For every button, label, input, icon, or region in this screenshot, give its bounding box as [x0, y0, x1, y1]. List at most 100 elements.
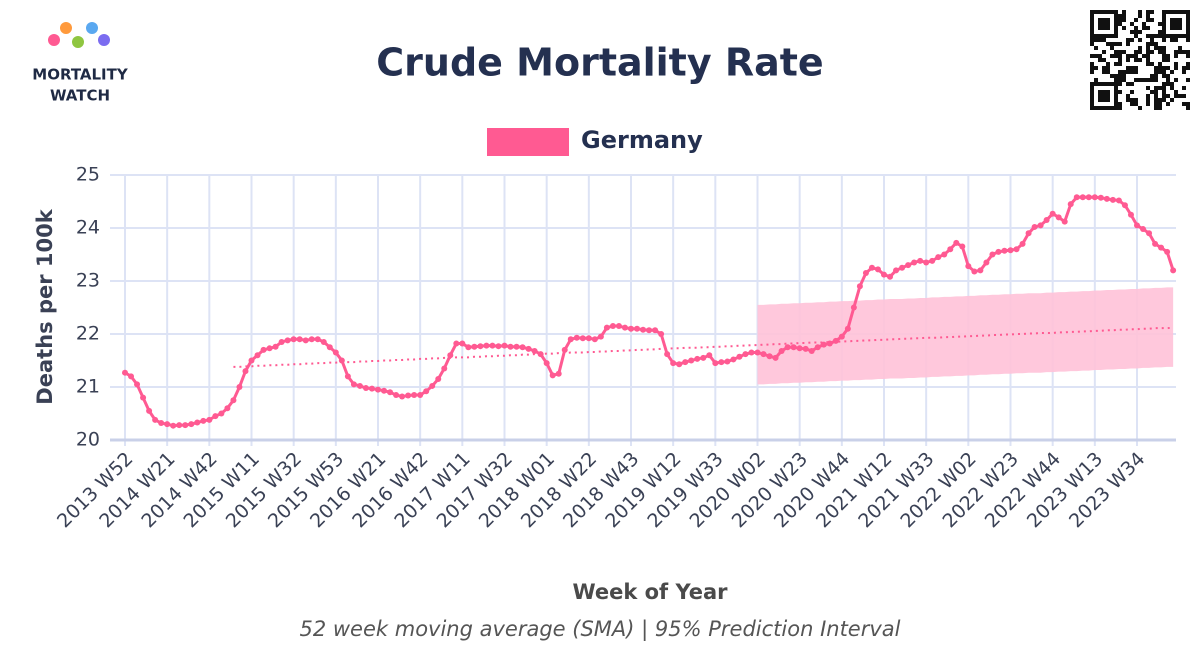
data-point [531, 347, 538, 354]
data-point [784, 344, 791, 351]
qr-module [1146, 34, 1150, 38]
qr-module [1090, 86, 1094, 90]
qr-module [1170, 38, 1174, 42]
qr-module [1186, 54, 1190, 58]
qr-module [1102, 22, 1106, 26]
qr-module [1134, 98, 1138, 102]
qr-module [1106, 70, 1110, 74]
qr-module [1158, 34, 1162, 38]
qr-module [1134, 102, 1138, 106]
qr-module [1158, 62, 1162, 66]
qr-module [1142, 54, 1146, 58]
qr-module [1150, 34, 1154, 38]
qr-module [1122, 14, 1126, 18]
qr-module [1090, 82, 1094, 86]
data-point [411, 391, 418, 398]
qr-module [1154, 78, 1158, 82]
data-point [748, 349, 755, 356]
data-point [766, 353, 773, 360]
qr-module [1186, 34, 1190, 38]
qr-module [1162, 34, 1166, 38]
data-point [375, 386, 381, 393]
data-point [555, 370, 562, 377]
qr-module [1090, 94, 1094, 98]
data-point [194, 419, 201, 426]
qr-module [1098, 94, 1102, 98]
data-point [796, 345, 803, 352]
qr-module [1126, 38, 1130, 42]
qr-module [1090, 98, 1094, 102]
qr-module [1090, 14, 1094, 18]
data-point [362, 385, 369, 392]
data-point [676, 361, 683, 368]
data-point [754, 349, 761, 356]
qr-module [1114, 18, 1118, 22]
data-point [615, 323, 622, 330]
qr-module [1090, 22, 1094, 26]
qr-module [1126, 66, 1130, 70]
qr-module [1146, 42, 1150, 46]
y-axis-label: Deaths per 100k [33, 208, 57, 404]
data-point [1013, 246, 1020, 253]
qr-module [1174, 38, 1178, 42]
qr-module [1166, 74, 1170, 78]
qr-module [1182, 10, 1186, 14]
data-point [164, 421, 171, 428]
data-point [140, 394, 147, 401]
qr-module [1138, 14, 1142, 18]
data-point [176, 422, 183, 429]
data-point [1043, 217, 1050, 224]
logo-dot [86, 22, 98, 34]
data-point [549, 372, 556, 379]
qr-module [1146, 78, 1150, 82]
qr-module [1130, 38, 1134, 42]
data-point [471, 343, 478, 350]
qr-module [1102, 38, 1106, 42]
qr-module [1102, 26, 1106, 30]
qr-module [1166, 82, 1170, 86]
qr-module [1118, 18, 1122, 22]
qr-module [1130, 102, 1134, 106]
data-point [1001, 247, 1008, 254]
qr-module [1170, 26, 1174, 30]
data-point [1049, 210, 1056, 217]
data-point [573, 334, 580, 341]
data-point [260, 346, 267, 353]
data-point [724, 358, 731, 365]
qr-module [1114, 54, 1118, 58]
logo-dot [98, 34, 110, 46]
qr-module [1158, 106, 1162, 110]
qr-module [1170, 98, 1174, 102]
qr-module [1098, 22, 1102, 26]
qr-module [1090, 90, 1094, 94]
data-point [591, 336, 598, 343]
data-point [332, 349, 339, 356]
qr-module [1098, 34, 1102, 38]
qr-module [1090, 38, 1094, 42]
data-point [278, 338, 285, 345]
qr-module [1098, 98, 1102, 102]
data-point [230, 397, 237, 404]
qr-module [1102, 58, 1106, 62]
qr-module [1114, 62, 1118, 66]
qr-module [1118, 22, 1122, 26]
data-point [242, 368, 249, 375]
qr-module [1126, 98, 1130, 102]
qr-module [1102, 66, 1106, 70]
y-tick-label: 20 [76, 429, 100, 451]
qr-module [1126, 54, 1130, 58]
qr-module [1150, 90, 1154, 94]
qr-module [1142, 78, 1146, 82]
data-point [218, 410, 225, 417]
data-point [862, 270, 869, 277]
qr-module [1102, 34, 1106, 38]
data-point [718, 359, 725, 366]
qr-module [1174, 10, 1178, 14]
data-point [158, 420, 165, 427]
data-point [206, 416, 213, 423]
data-point [1158, 244, 1165, 251]
data-point [122, 369, 128, 376]
data-point [314, 336, 321, 343]
qr-module [1094, 38, 1098, 42]
qr-module [1090, 18, 1094, 22]
